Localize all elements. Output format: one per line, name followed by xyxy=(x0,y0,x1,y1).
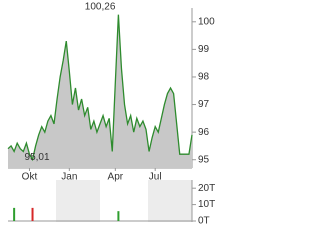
x-tick-label: Apr xyxy=(108,172,124,183)
y-tick-label: 98 xyxy=(198,72,210,83)
y-tick-label: 95 xyxy=(198,154,210,165)
value-label: 100,26 xyxy=(85,1,116,12)
y-tick-label: 100 xyxy=(198,16,215,27)
y-tick-label: 96 xyxy=(198,127,210,138)
volume-tick-label: 10T xyxy=(198,199,215,210)
x-tick-label: Okt xyxy=(22,172,38,183)
volume-bar xyxy=(13,207,16,221)
y-tick-label: 97 xyxy=(198,99,210,110)
line xyxy=(7,14,193,162)
x-tick-label: Jul xyxy=(149,172,162,183)
chart: 95 96 97 98 99 100 Okt Jan Apr Jul 95,01 100,26 20T 1… xyxy=(7,1,215,227)
volume-band xyxy=(148,180,192,222)
volume-bar xyxy=(31,207,34,221)
volume-bar xyxy=(117,211,120,221)
volume-tick-label: 0T xyxy=(198,216,210,227)
volume-tick-label: 20T xyxy=(198,183,215,194)
x-tick-label: Jan xyxy=(61,172,77,183)
volume-band xyxy=(56,180,100,222)
value-label: 95,01 xyxy=(25,152,50,163)
y-tick-label: 99 xyxy=(198,44,210,55)
